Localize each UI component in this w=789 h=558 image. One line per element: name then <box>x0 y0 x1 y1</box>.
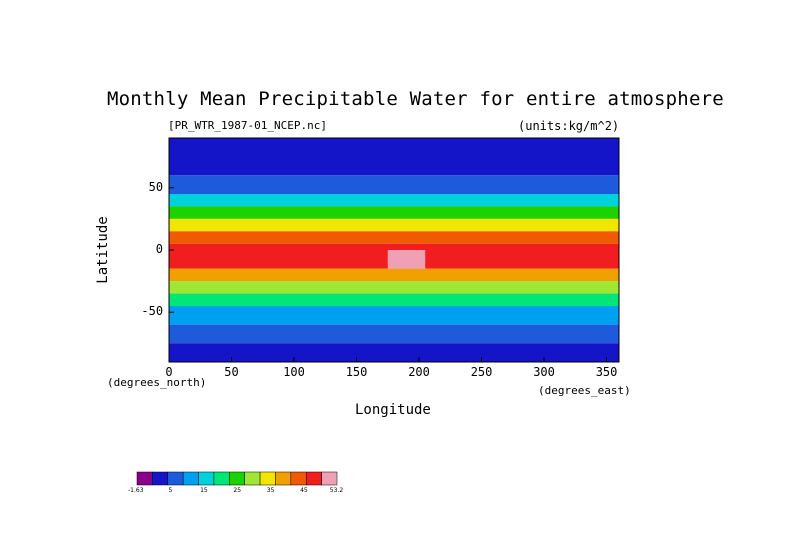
y-tick-label: -50 <box>141 304 164 319</box>
heatmap-band-1 <box>169 175 619 194</box>
heatmap-band-12 <box>169 343 619 362</box>
colorbar-swatch-7 <box>244 471 261 486</box>
heatmap-band-10 <box>169 306 619 325</box>
x-unit-label: (degrees_east) <box>538 384 631 397</box>
colorbar-swatch-6 <box>229 471 245 486</box>
units-label: (units:kg/m^2) <box>518 119 620 133</box>
heatmap-max-region <box>387 250 426 269</box>
colorbar-label: 53.2 <box>329 487 344 494</box>
colorbar-swatch-2 <box>167 471 184 486</box>
heatmap-band-11 <box>169 324 619 344</box>
x-tick-label: 300 <box>533 365 555 379</box>
x-tick-label: 200 <box>408 365 430 379</box>
colorbar-swatch-11 <box>305 471 322 486</box>
colorbar-swatch-4 <box>198 471 215 486</box>
colorbar-swatch-3 <box>182 471 199 486</box>
heatmap-band-9 <box>169 293 619 306</box>
file-label: [PR_WTR_1987-01_NCEP.nc] <box>168 119 327 132</box>
x-tick-label: 0 <box>165 365 173 379</box>
colorbar-swatch-9 <box>275 471 292 486</box>
colorbar-label: -1.63 <box>128 487 144 494</box>
y-tick-label: 50 <box>148 179 164 194</box>
colorbar-swatch-10 <box>290 471 307 486</box>
heatmap-band-4 <box>169 218 619 232</box>
colorbar-label: 35 <box>266 487 275 494</box>
x-tick-label: 150 <box>345 365 368 379</box>
y-tick-label: 0 <box>155 242 164 256</box>
y-axis-label: Latitude <box>95 216 111 284</box>
x-axis-label: Longitude <box>355 402 431 418</box>
heatmap-band-3 <box>169 206 619 219</box>
y-unit-label: (degrees_north) <box>107 376 207 389</box>
colorbar-swatch-1 <box>152 471 169 486</box>
x-tick-label: 100 <box>283 365 305 379</box>
colorbar-label: 15 <box>200 487 208 494</box>
colorbar-label: 45 <box>300 487 308 494</box>
colorbar-swatch-0 <box>136 471 153 486</box>
chart-title: Monthly Mean Precipitable Water for enti… <box>107 88 724 110</box>
x-tick-label: 50 <box>224 365 239 379</box>
heatmap-band-8 <box>169 281 619 294</box>
colorbar-swatch-8 <box>259 471 276 486</box>
heatmap-band-0 <box>169 138 619 176</box>
heatmap-band-2 <box>169 194 619 207</box>
heatmap-band-7 <box>169 268 619 282</box>
colorbar-swatch-5 <box>213 471 230 486</box>
colorbar-swatch-12 <box>321 471 338 486</box>
colorbar-label: 25 <box>233 487 242 494</box>
colorbar-label: 5 <box>168 487 173 494</box>
heatmap-band-5 <box>169 231 619 244</box>
x-tick-label: 250 <box>470 365 493 379</box>
x-tick-label: 350 <box>595 365 618 379</box>
